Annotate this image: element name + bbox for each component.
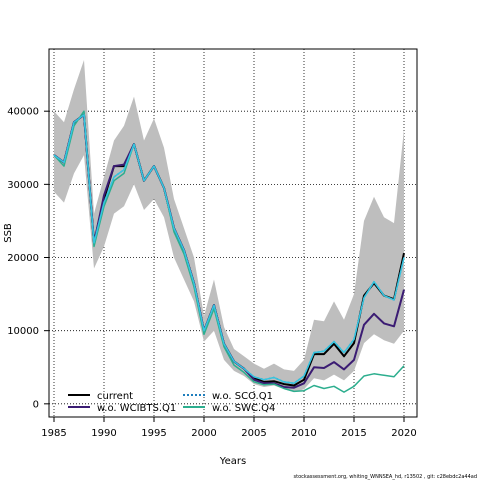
x-tick-label: 1985	[41, 428, 66, 439]
x-tick-label: 2000	[191, 428, 216, 439]
series-line-4	[53, 114, 405, 385]
x-tick-label: 2015	[341, 428, 366, 439]
x-axis: 1985 1990 1995 2000 2005 2010 2015 2020	[41, 417, 417, 439]
legend-label: w.o. SCO.Q1	[212, 391, 273, 402]
x-axis-title: Years	[219, 456, 246, 467]
series-lines	[53, 110, 405, 393]
y-tick-label: 30000	[7, 180, 39, 191]
legend-label: current	[97, 391, 133, 402]
x-tick-label: 1990	[91, 428, 116, 439]
x-tick-label: 1995	[141, 428, 166, 439]
y-axis-title: SSB	[3, 223, 14, 243]
y-tick-label: 0	[33, 399, 39, 410]
legend-label: w.o. WCIBTS.Q1	[97, 403, 176, 414]
y-tick-label: 20000	[7, 253, 39, 264]
confidence-band	[54, 60, 404, 393]
confidence-band-area	[54, 60, 404, 393]
y-axis: 0 10000 20000 30000 40000	[7, 107, 49, 410]
legend-label: w.o. SWC.Q4	[212, 403, 275, 414]
series-line-3	[53, 110, 405, 393]
y-tick-label: 10000	[7, 326, 39, 337]
plot-frame	[48, 48, 418, 418]
x-tick-label: 2005	[241, 428, 266, 439]
y-tick-label: 40000	[7, 107, 39, 118]
x-tick-label: 2010	[291, 428, 316, 439]
credit-text: stockassessment.org, whiting_WNNSEA_hd, …	[294, 474, 477, 480]
x-tick-label: 2020	[391, 428, 416, 439]
